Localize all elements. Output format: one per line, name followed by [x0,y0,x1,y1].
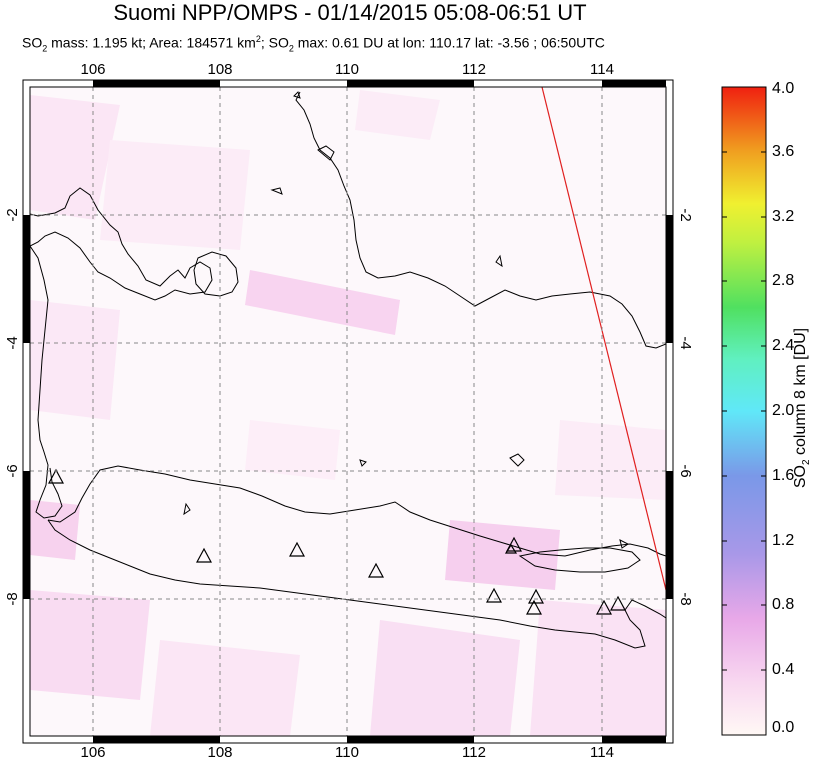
triangle-icon [505,536,523,552]
graticule [30,87,666,736]
colorbar-ticks [722,151,766,671]
lon-tick-bottom: 110 [335,744,359,759]
colorbar-tick-label: 2.4 [772,337,795,354]
lon-tick-bottom: 108 [207,744,232,759]
triangle-icon [288,541,306,557]
map-subtitle: SO2 mass: 1.195 kt; Area: 184571 km2; SO… [22,34,605,54]
colorbar-tick-label: 3.6 [772,143,795,160]
triangle-icon [485,587,503,603]
lat-tick-left: -4 [4,336,21,349]
triangle-icon [525,599,543,615]
lat-tick-left: -8 [4,592,21,605]
colorbar [721,86,767,736]
lon-tick-top: 112 [462,61,486,78]
colorbar-tick-label: 2.8 [772,272,795,289]
lon-tick-top: 108 [207,61,232,78]
triangle-icon [595,599,613,615]
lat-tick-right: -2 [677,208,694,221]
lon-tick-top: 114 [590,61,614,78]
lat-tick-right: -4 [677,336,694,349]
frame-scale-bars [23,80,673,743]
colorbar-label: SO2 column 8 km [DU] [791,327,813,489]
map-title: Suomi NPP/OMPS - 01/14/2015 05:08-06:51 … [113,0,587,25]
lat-tick-left: -6 [4,464,21,477]
swath-edge-line [541,86,667,591]
colorbar-tick-label: 0.8 [772,596,795,613]
triangle-icon [47,468,65,484]
colorbar-tick-label: 0.4 [772,661,795,678]
lon-tick-bottom: 114 [590,744,614,759]
so2-swaths [30,90,666,736]
colorbar-tick-label: 2.0 [772,402,795,419]
triangle-icon [367,562,385,578]
triangle-icon [609,595,627,611]
triangle-icon [527,588,545,604]
colorbar-tick-label: 1.2 [772,532,795,549]
colorbar-tick-label: 0.0 [772,719,795,736]
lon-tick-top: 106 [80,61,105,78]
colorbar-tick-label: 3.2 [772,208,795,225]
triangle-icon [195,547,213,563]
coastlines [30,91,666,649]
triangle-icon [504,543,518,554]
lat-tick-left: -2 [4,208,21,221]
lon-tick-top: 110 [335,61,359,78]
lon-tick-bottom: 112 [462,744,486,759]
lat-tick-right: -6 [677,464,694,477]
lon-tick-bottom: 106 [80,744,105,759]
colorbar-tick-label: 1.6 [772,467,795,484]
colorbar-tick-label: 4.0 [772,80,795,97]
lat-tick-right: -8 [677,592,694,605]
